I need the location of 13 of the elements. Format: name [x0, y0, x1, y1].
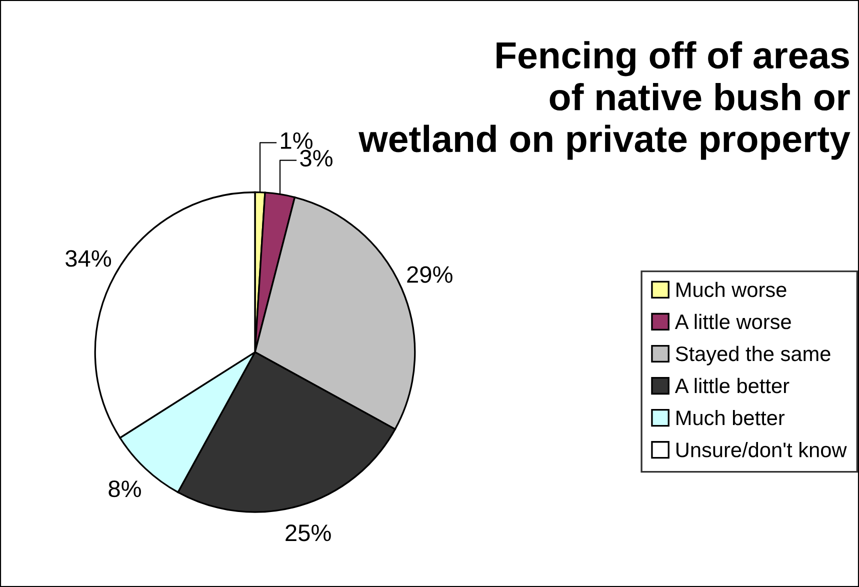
- data-label: 29%: [407, 266, 452, 283]
- legend-label: Stayed the same: [676, 346, 830, 366]
- data-label: 1%: [281, 132, 312, 149]
- legend-label: Much worse: [676, 282, 786, 298]
- legend-label: A little better: [674, 378, 790, 394]
- legend-label: Unsure/don't know: [676, 442, 847, 458]
- data-label: 3%: [300, 150, 332, 167]
- data-label: 34%: [66, 250, 112, 267]
- legend-label: Much better: [676, 410, 785, 426]
- data-label: 25%: [286, 524, 331, 542]
- legend-label: A little worse: [674, 314, 791, 330]
- data-label: 8%: [108, 480, 141, 498]
- chart-title: Fencing off of areas of native bush or wetland on private property: [358, 41, 850, 160]
